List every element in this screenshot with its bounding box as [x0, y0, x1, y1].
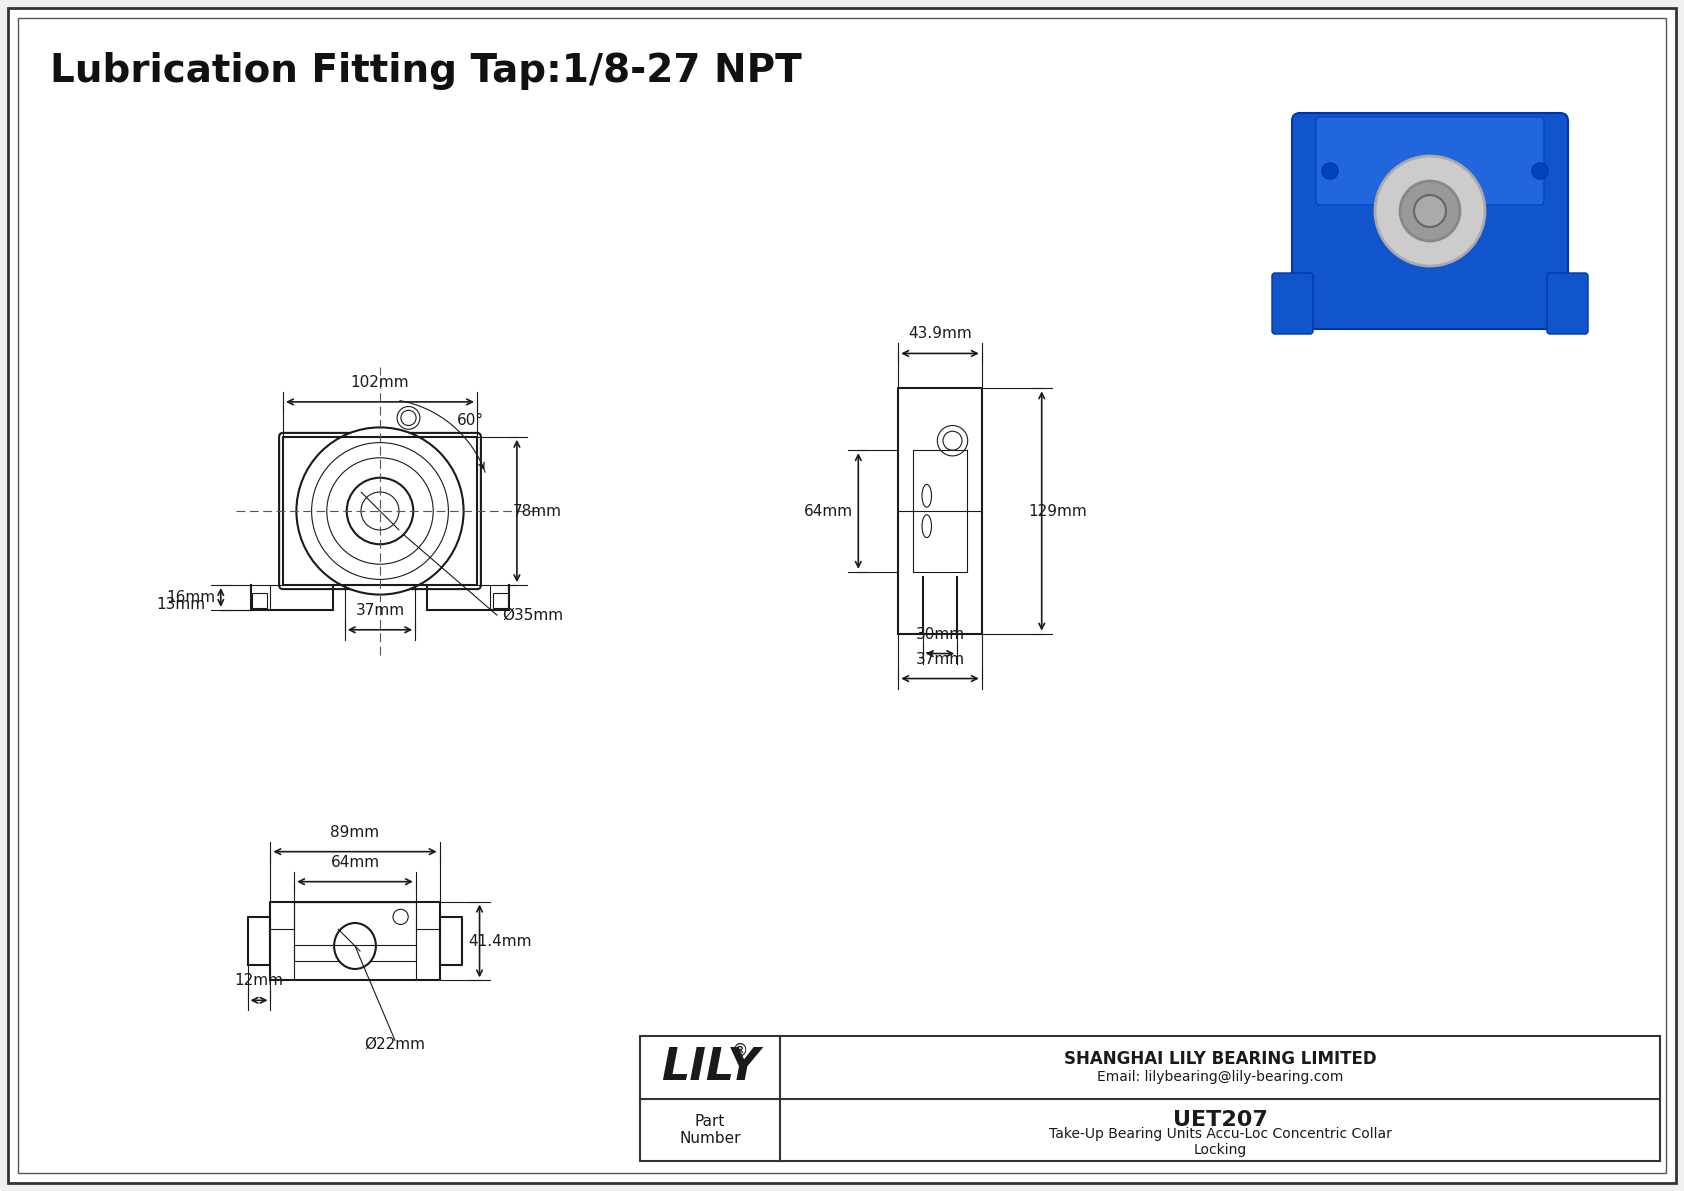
- Bar: [493, 593, 509, 607]
- Circle shape: [327, 457, 433, 565]
- Text: ®: ®: [733, 1041, 748, 1059]
- Text: LILY: LILY: [660, 1046, 759, 1089]
- Text: 89mm: 89mm: [330, 824, 379, 840]
- Text: Part
Number: Part Number: [679, 1114, 741, 1146]
- Circle shape: [1322, 163, 1339, 179]
- Text: 64mm: 64mm: [330, 855, 379, 869]
- Text: Take-Up Bearing Units Accu-Loc Concentric Collar
Locking: Take-Up Bearing Units Accu-Loc Concentri…: [1049, 1127, 1391, 1156]
- Ellipse shape: [923, 485, 931, 507]
- Circle shape: [1532, 163, 1548, 179]
- Text: 16mm: 16mm: [167, 590, 216, 605]
- Text: 60°: 60°: [456, 413, 485, 428]
- Text: 30mm: 30mm: [916, 626, 965, 642]
- FancyBboxPatch shape: [1271, 273, 1314, 333]
- Text: Lubrication Fitting Tap:1/8-27 NPT: Lubrication Fitting Tap:1/8-27 NPT: [51, 52, 802, 91]
- Text: 12mm: 12mm: [234, 973, 283, 989]
- Text: Ø22mm: Ø22mm: [364, 1036, 426, 1052]
- Bar: [295, 902, 416, 961]
- Ellipse shape: [333, 923, 376, 969]
- Circle shape: [360, 492, 399, 530]
- Text: 78mm: 78mm: [514, 504, 562, 518]
- Text: SHANGHAI LILY BEARING LIMITED: SHANGHAI LILY BEARING LIMITED: [1064, 1050, 1376, 1068]
- Circle shape: [943, 431, 962, 450]
- Bar: [640, 1036, 1660, 1161]
- Text: UET207: UET207: [1172, 1110, 1268, 1130]
- Text: 102mm: 102mm: [350, 375, 409, 389]
- Circle shape: [401, 411, 416, 425]
- Text: 41.4mm: 41.4mm: [468, 934, 532, 948]
- Circle shape: [347, 478, 413, 544]
- Circle shape: [312, 443, 448, 579]
- FancyBboxPatch shape: [1315, 117, 1544, 205]
- Circle shape: [1376, 156, 1485, 266]
- Circle shape: [296, 428, 463, 594]
- Circle shape: [392, 909, 408, 924]
- Circle shape: [1399, 181, 1460, 241]
- FancyBboxPatch shape: [1292, 113, 1568, 329]
- Text: Ø35mm: Ø35mm: [502, 607, 562, 623]
- Text: 129mm: 129mm: [1027, 504, 1086, 518]
- Bar: [253, 593, 268, 607]
- Text: 37mm: 37mm: [355, 603, 404, 618]
- FancyBboxPatch shape: [280, 432, 482, 590]
- Text: 37mm: 37mm: [916, 651, 965, 667]
- FancyBboxPatch shape: [1548, 273, 1588, 333]
- Text: 64mm: 64mm: [805, 504, 854, 518]
- Text: Email: lilybearing@lily-bearing.com: Email: lilybearing@lily-bearing.com: [1096, 1071, 1344, 1084]
- Circle shape: [1415, 195, 1447, 227]
- Ellipse shape: [923, 515, 931, 537]
- Text: 43.9mm: 43.9mm: [908, 326, 972, 342]
- Text: 13mm: 13mm: [157, 597, 205, 612]
